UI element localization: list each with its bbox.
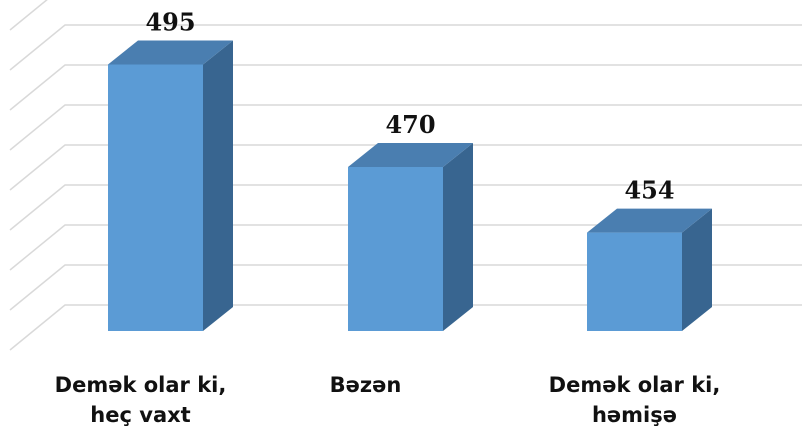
value-label: 454 xyxy=(624,176,674,205)
grid-line xyxy=(9,184,802,231)
value-label: 495 xyxy=(145,8,195,37)
grid-line xyxy=(9,24,802,71)
x-tick-label: Demək olar ki, həmişə xyxy=(548,373,721,427)
grid-line xyxy=(9,264,802,311)
bar-side xyxy=(682,208,712,331)
grid-line xyxy=(9,304,802,351)
bar xyxy=(348,167,443,331)
grid-line xyxy=(9,144,802,191)
value-label: 470 xyxy=(385,110,435,139)
bar-side xyxy=(443,143,473,331)
grid-line xyxy=(9,104,802,151)
bar-top xyxy=(108,40,233,65)
grid-line xyxy=(9,64,802,111)
x-tick-label: Bəzən xyxy=(329,373,402,397)
grid-line xyxy=(9,0,48,31)
grid-line xyxy=(9,224,802,271)
bar-side xyxy=(203,40,233,331)
bar-top xyxy=(587,208,712,233)
bar xyxy=(108,64,203,331)
bar xyxy=(587,232,682,331)
x-tick-label: Demək olar ki, heç vaxt xyxy=(54,373,227,427)
bar-top xyxy=(348,143,473,167)
